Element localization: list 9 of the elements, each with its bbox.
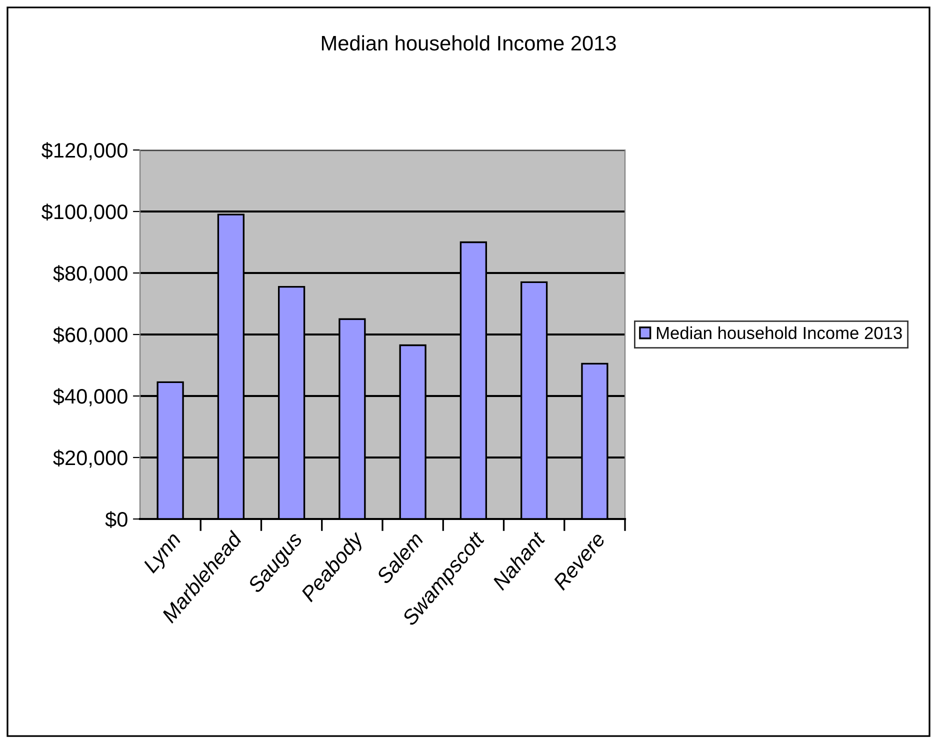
y-tick-label: $0 [105, 511, 128, 528]
y-tick-label: $20,000 [53, 450, 128, 468]
y-tick-label: $80,000 [53, 265, 128, 284]
y-tick-label: $40,000 [53, 388, 128, 406]
legend-label: Median household Income 2013 [656, 326, 902, 340]
y-tick-label: $120,000 [42, 142, 128, 160]
chart-title: Median household Income 2013 [322, 35, 616, 51]
y-tick-label: $60,000 [53, 326, 128, 345]
y-tick-label: $100,000 [42, 204, 128, 222]
